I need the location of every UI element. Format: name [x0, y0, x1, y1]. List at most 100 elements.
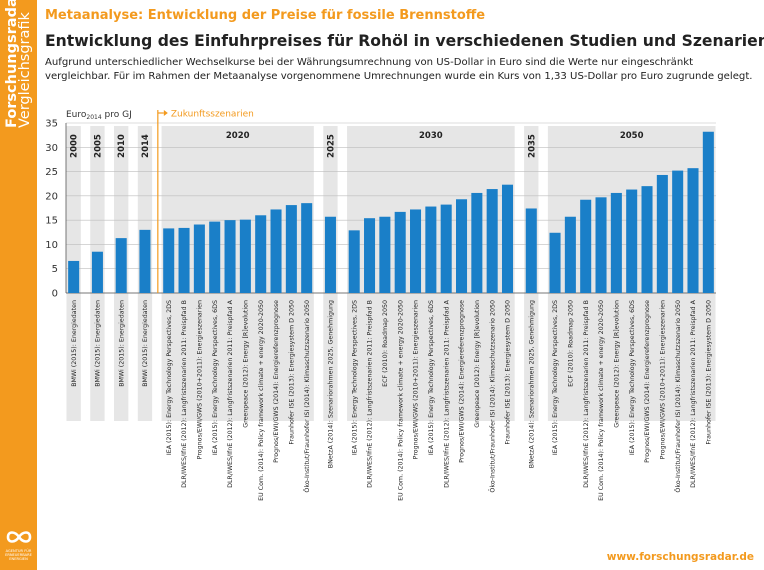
- bar: [525, 208, 537, 293]
- y-tick-label: 10: [45, 240, 58, 251]
- page-kicker: Metaanalyse: Entwicklung der Preise für …: [45, 8, 486, 23]
- category-label: Greenpeace (2012): Energy [R]evolution: [474, 300, 481, 428]
- bar: [139, 229, 151, 293]
- bar: [549, 232, 561, 293]
- bar: [641, 186, 653, 293]
- footer-url[interactable]: www.forschungsradar.de: [606, 551, 754, 563]
- bar: [626, 189, 638, 293]
- bar: [394, 211, 406, 293]
- category-label: IEA (2015): Energy Technology Perspectiv…: [552, 300, 559, 455]
- category-label: ECF (2010): Roadmap 2050: [382, 300, 389, 387]
- category-label: BNetzA (2014): Szenariorahmen 2025, Gene…: [328, 300, 335, 468]
- group-label: 2050: [620, 131, 644, 141]
- category-label: IEA (2015): Energy Technology Perspectiv…: [212, 300, 219, 455]
- category-label: Prognos/EWI/GWS (2010+2011): Energieszen…: [413, 300, 420, 459]
- bar: [580, 199, 592, 293]
- category-label: Öko-Institut/Fraunhofer ISI (2014): Klim…: [302, 300, 311, 493]
- bar: [672, 170, 684, 293]
- y-tick-label: 25: [45, 167, 58, 178]
- category-label: Öko-Institut/Fraunhofer ISI (2014): Klim…: [487, 300, 496, 493]
- logo-caption: AGENTUR FÜR ERNEUERBARE ENERGIEN: [5, 549, 32, 561]
- bar: [239, 219, 251, 293]
- category-label: Greenpeace (2012): Energy [R]evolution: [614, 300, 621, 428]
- y-axis-title: Euro2014 pro GJ: [66, 110, 132, 121]
- category-label: EU Com. (2014): Policy framework climate…: [258, 300, 265, 501]
- bar: [471, 192, 483, 293]
- category-label: Prognos/EWI/GWS (2014): Energiereferenzp…: [273, 300, 280, 463]
- bar: [501, 184, 514, 293]
- category-label: IEA (2015): Energy Technology Perspectiv…: [351, 300, 358, 455]
- category-label: BMWi (2015): Energiedaten: [118, 300, 125, 387]
- bar: [68, 260, 80, 293]
- y-tick-label: 15: [45, 216, 58, 227]
- category-label: DLR/IWES/IfnE (2012): Langfristszenarien…: [227, 299, 234, 488]
- bar: [486, 189, 498, 293]
- bar: [656, 174, 668, 293]
- future-label: Zukunftsszenarien: [171, 110, 254, 120]
- category-label: DLR/IWES/IfnE (2012): Langfristszenarien…: [367, 300, 374, 488]
- y-tick-label: 35: [45, 119, 58, 130]
- category-label: Prognos/EWI/GWS (2010+2011): Energieszen…: [660, 300, 667, 459]
- y-tick-label: 20: [45, 191, 58, 202]
- bar: [425, 206, 437, 293]
- bar: [410, 209, 422, 293]
- category-label: DLR/IWES/IfnE (2012): Langfristszenarien…: [583, 300, 590, 488]
- category-label: Prognos/EWI/GWS (2014): Energiereferenzp…: [459, 300, 466, 463]
- category-label: IEA (2015): Energy Technology Perspectiv…: [629, 300, 636, 455]
- category-label: Prognos/EWI/GWS (2010+2011): Energieszen…: [197, 300, 204, 459]
- bar: [301, 203, 313, 293]
- category-label: IEA (2015): Energy Technology Perspectiv…: [166, 300, 173, 455]
- group-label: 2014: [141, 134, 151, 158]
- category-label: DLR/IWES/IfnE (2012): Langfristszenarien…: [443, 299, 450, 488]
- bar: [702, 131, 714, 293]
- category-label: EU Com. (2014): Policy framework climate…: [598, 300, 605, 501]
- category-label: BNetzA (2014): Szenariorahmen 2025, Gene…: [528, 300, 535, 468]
- page-subtitle: Aufgrund unterschiedlicher Wechselkurse …: [45, 57, 753, 82]
- bar: [348, 230, 360, 293]
- group-label: 2010: [117, 134, 127, 158]
- bar: [163, 228, 175, 293]
- y-tick-label: 5: [52, 264, 58, 275]
- category-label: ECF (2010): Roadmap 2050: [568, 300, 575, 387]
- bar: [456, 199, 468, 293]
- bar: [595, 197, 607, 293]
- category-label: Fraunhofer ISE (2013): Energiesystem D 2…: [505, 300, 512, 445]
- bar: [255, 215, 267, 293]
- category-label: Greenpeace (2012): Energy [R]evolution: [243, 300, 250, 428]
- bar: [440, 204, 452, 293]
- bar: [285, 205, 297, 293]
- page-title: Entwicklung des Einfuhrpreises für Rohöl…: [45, 32, 764, 50]
- group-label: 2020: [226, 131, 250, 141]
- y-tick-label: 0: [52, 289, 58, 300]
- infinity-logo-icon: [6, 531, 32, 543]
- category-label: BMWi (2015): Energiedaten: [142, 300, 149, 387]
- category-label: Prognos/EWI/GWS (2014): Energiereferenzp…: [644, 300, 651, 463]
- bar: [687, 168, 699, 293]
- category-label: DLR/IWES/IfnE (2012): Langfristszenarien…: [690, 299, 697, 488]
- category-label: EU Com. (2014): Policy framework climate…: [397, 300, 404, 501]
- sidebar: Forschungsradar Vergleichsgrafik AGENTUR …: [0, 0, 37, 570]
- category-label: Öko-Institut/Fraunhofer ISI (2014): Klim…: [673, 300, 682, 493]
- bar: [178, 227, 190, 293]
- bar: [115, 238, 127, 293]
- category-label: BMWi (2015): Energiedaten: [95, 300, 102, 387]
- bar: [224, 220, 236, 293]
- category-label: Fraunhofer ISE (2013): Energiesystem D 2…: [706, 300, 713, 445]
- group-label: 2030: [419, 131, 443, 141]
- bar: [379, 216, 391, 293]
- bar: [91, 251, 103, 293]
- category-label: Fraunhofer ISE (2013): Energiesystem D 2…: [289, 300, 296, 445]
- category-label: IEA (2015): Energy Technology Perspectiv…: [428, 300, 435, 455]
- category-label: DLR/IWES/IfnE (2012): Langfristszenarien…: [181, 300, 188, 488]
- brand-light: Vergleichsgrafik: [17, 12, 33, 128]
- category-label: BMWi (2015): Energiedaten: [71, 300, 78, 387]
- bar: [209, 221, 221, 293]
- group-label: 2005: [93, 134, 103, 158]
- group-label: 2035: [527, 134, 537, 158]
- bar: [610, 192, 622, 293]
- bar: [270, 209, 282, 293]
- bar: [324, 216, 336, 293]
- future-arrow-icon: [163, 110, 168, 116]
- group-label: 2000: [70, 134, 80, 158]
